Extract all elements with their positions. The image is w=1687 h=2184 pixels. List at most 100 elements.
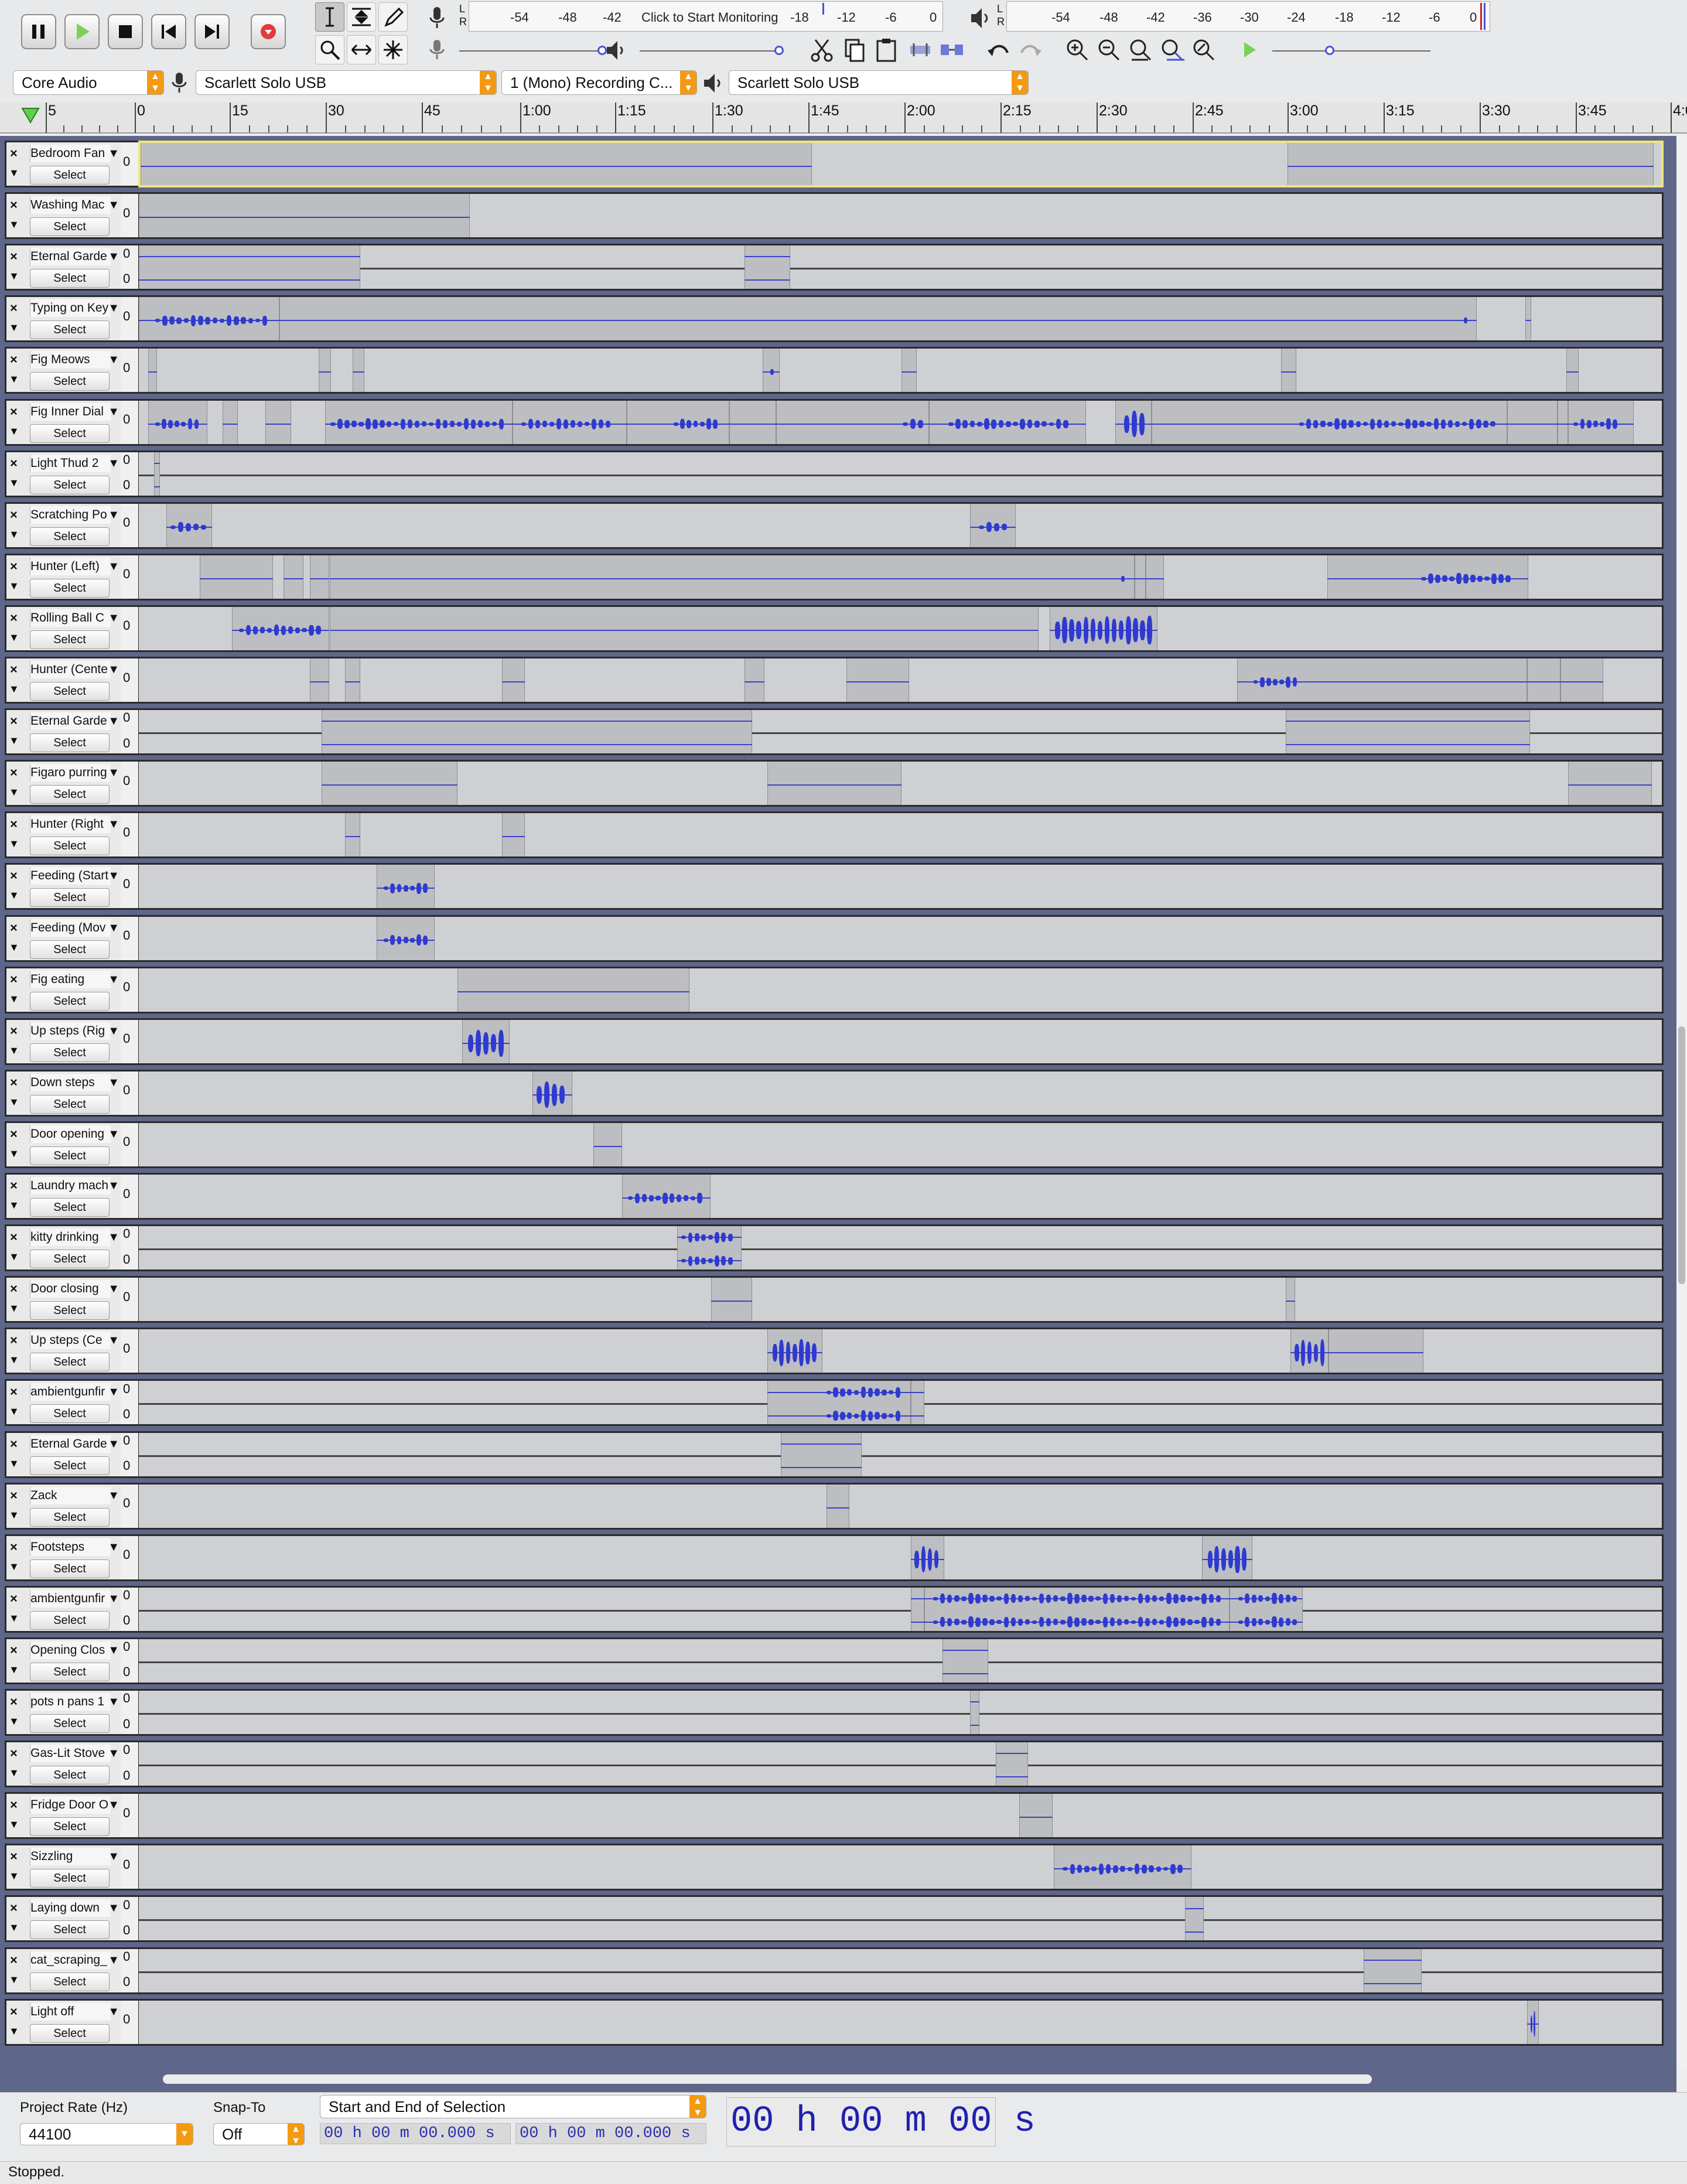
audio-clip[interactable]: [1507, 400, 1558, 444]
select-track-button[interactable]: Select: [30, 1094, 110, 1114]
track-menu-icon[interactable]: ▼: [108, 869, 119, 883]
track-menu-icon[interactable]: ▼: [108, 1799, 119, 1812]
select-track-button[interactable]: Select: [30, 1869, 110, 1888]
monitor-prompt[interactable]: Click to Start Monitoring: [641, 10, 778, 25]
track-vertical-scale[interactable]: 0: [121, 605, 138, 652]
track-control-panel[interactable]: × Laying down ▼ ▼ Select: [5, 1895, 121, 1943]
collapse-track-icon[interactable]: ▼: [9, 786, 19, 798]
selection-start-field[interactable]: 00 h 00 m 00.000 s: [320, 2123, 511, 2144]
close-track-icon[interactable]: ×: [10, 868, 18, 883]
track[interactable]: × Up steps (Rig ▼ ▼ Select 0: [5, 1018, 1664, 1065]
collapse-track-icon[interactable]: ▼: [9, 1457, 19, 1469]
audio-clip[interactable]: [1568, 762, 1652, 806]
waveform-area[interactable]: [138, 1121, 1664, 1168]
collapse-track-icon[interactable]: ▼: [9, 1354, 19, 1366]
audio-clip[interactable]: [139, 194, 470, 238]
select-track-button[interactable]: Select: [30, 1353, 110, 1372]
track-name[interactable]: Zack: [30, 1486, 111, 1504]
select-track-button[interactable]: Select: [30, 733, 110, 753]
track-control-panel[interactable]: × Eternal Garde ▼ ▼ Select: [5, 244, 121, 291]
track-vertical-scale[interactable]: 0: [121, 141, 138, 187]
track-name[interactable]: Typing on Key: [30, 299, 111, 318]
track-vertical-scale[interactable]: 0: [121, 501, 138, 549]
track-name[interactable]: Fig Inner Dial: [30, 402, 111, 421]
record-button[interactable]: [251, 14, 286, 49]
output-volume-slider[interactable]: [640, 46, 784, 55]
waveform-area[interactable]: [138, 1792, 1664, 1840]
select-track-button[interactable]: Select: [30, 1507, 110, 1527]
close-track-icon[interactable]: ×: [10, 558, 18, 574]
track-control-panel[interactable]: × Feeding (Mov ▼ ▼ Select: [5, 914, 121, 962]
waveform-area[interactable]: [138, 914, 1664, 962]
track-control-panel[interactable]: × Door closing ▼ ▼ Select: [5, 1276, 121, 1323]
track-control-panel[interactable]: × kitty drinking ▼ ▼ Select: [5, 1224, 121, 1272]
track-control-panel[interactable]: × Fig Meows ▼ ▼ Select: [5, 347, 121, 394]
close-track-icon[interactable]: ×: [10, 920, 18, 935]
waveform-area[interactable]: [138, 1741, 1664, 1788]
track-control-panel[interactable]: × Typing on Key ▼ ▼ Select: [5, 295, 121, 343]
track-control-panel[interactable]: × Footsteps ▼ ▼ Select: [5, 1534, 121, 1581]
select-track-button[interactable]: Select: [30, 269, 110, 288]
select-track-button[interactable]: Select: [30, 888, 110, 907]
audio-clip[interactable]: [329, 606, 1039, 650]
track-vertical-scale[interactable]: 0: [121, 192, 138, 240]
collapse-track-icon[interactable]: ▼: [9, 1560, 19, 1572]
audio-clip[interactable]: [910, 1381, 925, 1425]
collapse-track-icon[interactable]: ▼: [9, 1818, 19, 1831]
audio-clip[interactable]: [329, 555, 1135, 599]
audio-clip[interactable]: [284, 555, 304, 599]
track[interactable]: × Hunter (Right ▼ ▼ Select 0: [5, 811, 1664, 859]
track[interactable]: × Laying down ▼ ▼ Select 0 0: [5, 1895, 1664, 1943]
close-track-icon[interactable]: ×: [10, 1487, 18, 1503]
track[interactable]: × Fig Meows ▼ ▼ Select 0: [5, 347, 1664, 394]
track-vertical-scale[interactable]: 0: [121, 914, 138, 962]
track-menu-icon[interactable]: ▼: [108, 1747, 119, 1760]
track-name[interactable]: Door opening: [30, 1125, 111, 1143]
waveform-area[interactable]: [138, 1431, 1664, 1478]
skip-to-end-button[interactable]: [194, 14, 230, 49]
audio-clip[interactable]: [1185, 1897, 1204, 1941]
track-vertical-scale[interactable]: 0: [121, 1482, 138, 1530]
audio-clip[interactable]: [781, 1432, 862, 1476]
track-menu-icon[interactable]: ▼: [108, 1231, 119, 1244]
waveform-area[interactable]: [138, 1947, 1664, 1994]
close-track-icon[interactable]: ×: [10, 146, 18, 161]
track[interactable]: × kitty drinking ▼ ▼ Select 0 0: [5, 1224, 1664, 1272]
play-at-speed-icon[interactable]: [1235, 35, 1264, 64]
close-track-icon[interactable]: ×: [10, 714, 18, 729]
track-control-panel[interactable]: × Laundry mach ▼ ▼ Select: [5, 1173, 121, 1220]
audio-clip[interactable]: [767, 762, 901, 806]
track[interactable]: × Door opening ▼ ▼ Select 0: [5, 1121, 1664, 1168]
playback-device-select[interactable]: Scarlett Solo USB ▲ ▼: [729, 70, 1029, 95]
close-track-icon[interactable]: ×: [10, 1178, 18, 1193]
draw-tool-icon[interactable]: [378, 2, 408, 32]
select-track-button[interactable]: Select: [30, 1301, 110, 1320]
recording-device-select[interactable]: Scarlett Solo USB ▲ ▼: [196, 70, 497, 95]
track-control-panel[interactable]: × Zack ▼ ▼ Select: [5, 1482, 121, 1530]
vertical-scrollbar[interactable]: [1676, 136, 1687, 2069]
track-menu-icon[interactable]: ▼: [108, 1076, 119, 1089]
select-track-button[interactable]: Select: [30, 1198, 110, 1217]
close-track-icon[interactable]: ×: [10, 1849, 18, 1864]
close-track-icon[interactable]: ×: [10, 507, 18, 522]
audio-clip[interactable]: [223, 400, 238, 444]
track-name[interactable]: Feeding (Mov: [30, 919, 111, 937]
pause-button[interactable]: [21, 14, 56, 49]
track[interactable]: × Hunter (Cente ▼ ▼ Select 0: [5, 657, 1664, 704]
audio-clip[interactable]: [1527, 658, 1560, 702]
collapse-track-icon[interactable]: ▼: [9, 1509, 19, 1521]
track-menu-icon[interactable]: ▼: [108, 1179, 119, 1192]
collapse-track-icon[interactable]: ▼: [9, 941, 19, 953]
select-track-button[interactable]: Select: [30, 1714, 110, 1733]
audio-clip[interactable]: [729, 400, 777, 444]
track[interactable]: × Washing Mac ▼ ▼ Select 0: [5, 192, 1664, 240]
close-track-icon[interactable]: ×: [10, 352, 18, 367]
audio-clip[interactable]: [593, 1122, 623, 1166]
select-track-button[interactable]: Select: [30, 1610, 110, 1630]
close-track-icon[interactable]: ×: [10, 1281, 18, 1296]
select-track-button[interactable]: Select: [30, 1404, 110, 1424]
track-control-panel[interactable]: × Opening Clos ▼ ▼ Select: [5, 1637, 121, 1684]
track[interactable]: × Feeding (Mov ▼ ▼ Select 0: [5, 914, 1664, 962]
audio-clip[interactable]: [744, 658, 764, 702]
